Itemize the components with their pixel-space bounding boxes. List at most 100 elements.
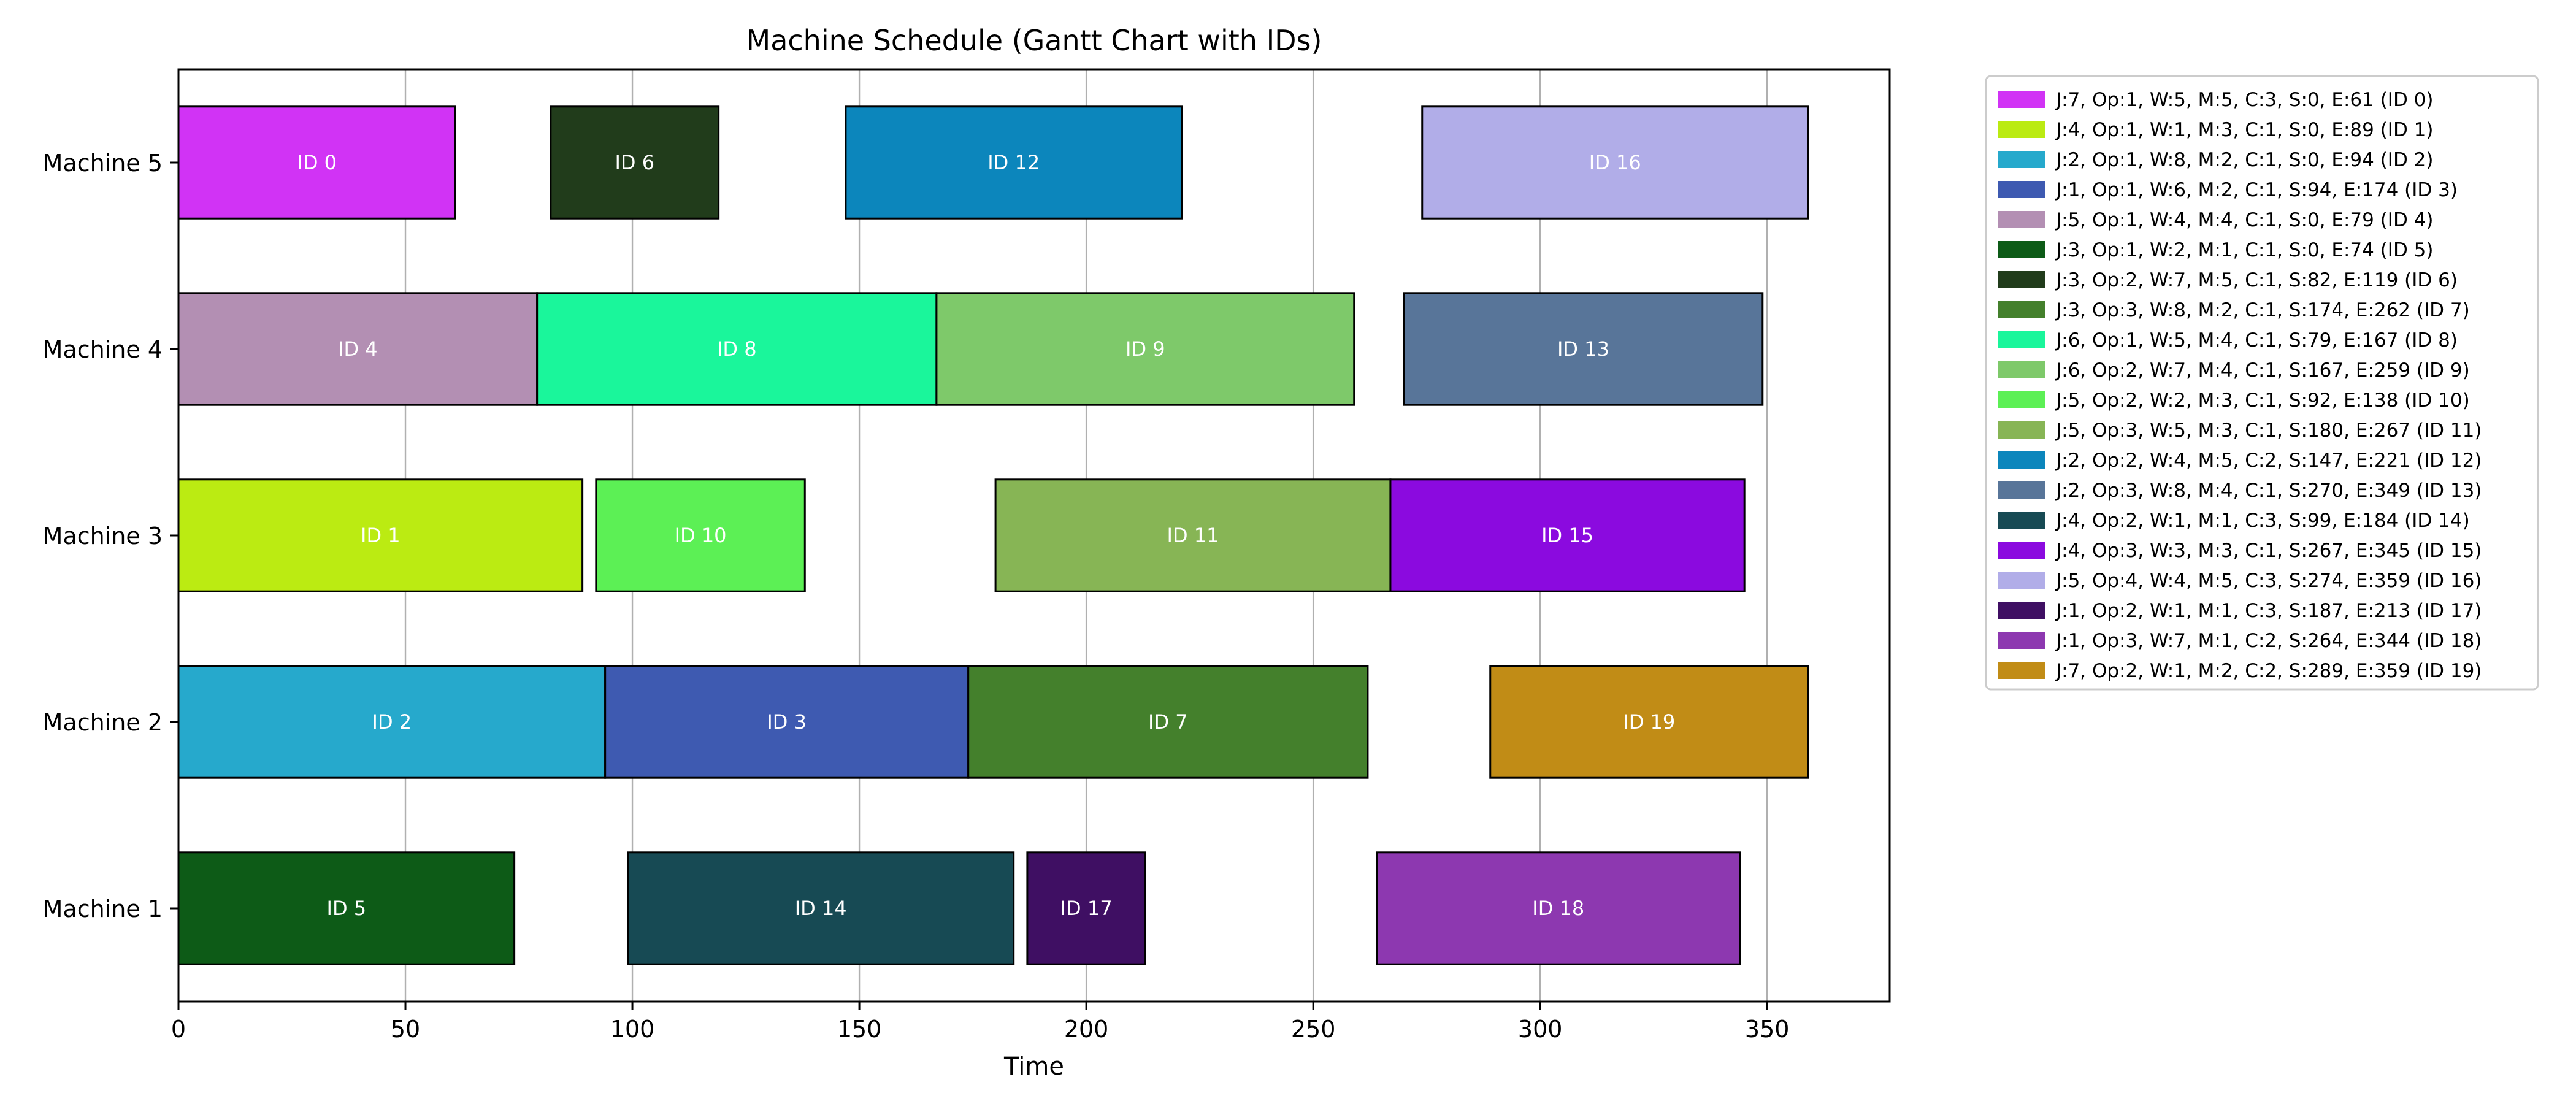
legend-swatch: [1998, 181, 2045, 198]
task-bar-label: ID 3: [767, 710, 807, 734]
x-tick-label: 200: [1064, 1016, 1109, 1043]
legend-entry: J:3, Op:2, W:7, M:5, C:1, S:82, E:119 (I…: [2055, 269, 2458, 291]
task-bar-label: ID 11: [1167, 524, 1219, 547]
legend-entry: J:5, Op:2, W:2, M:3, C:1, S:92, E:138 (I…: [2055, 389, 2470, 412]
task-bar-id-2: [177, 665, 607, 779]
legend-swatch: [1998, 361, 2045, 378]
task-bar-id-9: [935, 292, 1355, 406]
legend-swatch: [1998, 572, 2045, 589]
task-bar-id-17: [1026, 851, 1146, 965]
y-tick-label: Machine 1: [43, 895, 163, 922]
x-tick-label: 350: [1745, 1016, 1790, 1043]
legend-swatch: [1998, 271, 2045, 288]
task-bar-id-14: [627, 851, 1015, 965]
task-bar-id-1: [177, 478, 584, 592]
task-bar-id-8: [536, 292, 938, 406]
legend-entry: J:2, Op:1, W:8, M:2, C:1, S:0, E:94 (ID …: [2055, 149, 2434, 171]
legend-entry: J:5, Op:4, W:4, M:5, C:3, S:274, E:359 (…: [2055, 570, 2482, 592]
task-bar-label: ID 10: [675, 524, 727, 547]
legend-entry: J:4, Op:1, W:1, M:3, C:1, S:0, E:89 (ID …: [2055, 119, 2434, 141]
x-axis-label: Time: [1003, 1052, 1064, 1081]
legend-swatch: [1998, 451, 2045, 469]
y-tick-label: Machine 2: [43, 709, 163, 736]
legend-entry: J:3, Op:3, W:8, M:2, C:1, S:174, E:262 (…: [2055, 299, 2470, 321]
task-bar-label: ID 1: [361, 524, 401, 547]
legend-swatch: [1998, 91, 2045, 108]
legend-swatch: [1998, 421, 2045, 439]
legend: J:7, Op:1, W:5, M:5, C:3, S:0, E:61 (ID …: [1985, 75, 2539, 691]
x-tick-label: 100: [610, 1016, 655, 1043]
x-tick-label: 300: [1518, 1016, 1563, 1043]
legend-swatch: [1998, 662, 2045, 679]
task-bar-id-15: [1389, 478, 1746, 592]
legend-swatch: [1998, 602, 2045, 619]
task-bar-label: ID 14: [795, 897, 847, 920]
task-bar-id-3: [604, 665, 970, 779]
task-bar-id-7: [967, 665, 1369, 779]
y-tick-label: Machine 3: [43, 523, 163, 550]
legend-swatch: [1998, 542, 2045, 559]
x-tick-label: 150: [837, 1016, 882, 1043]
task-bar-label: ID 15: [1541, 524, 1593, 547]
x-axis: 0 50 100 150 200 250 300 350: [171, 1002, 1790, 1043]
legend-frame: [1985, 75, 2539, 691]
task-bar-label: ID 2: [372, 710, 412, 734]
legend-entry: J:6, Op:2, W:7, M:4, C:1, S:167, E:259 (…: [2055, 359, 2470, 381]
task-bar-id-10: [595, 478, 806, 592]
task-bar-label: ID 6: [615, 151, 654, 174]
legend-entry: J:2, Op:3, W:8, M:4, C:1, S:270, E:349 (…: [2055, 480, 2482, 502]
legend-entry: J:7, Op:2, W:1, M:2, C:2, S:289, E:359 (…: [2055, 660, 2482, 682]
legend-entry: J:1, Op:3, W:7, M:1, C:2, S:264, E:344 (…: [2055, 630, 2482, 652]
task-bar-id-11: [994, 478, 1392, 592]
task-bar-label: ID 16: [1589, 151, 1641, 174]
legend-entry: J:3, Op:1, W:2, M:1, C:1, S:0, E:74 (ID …: [2055, 239, 2434, 261]
y-tick-label: Machine 5: [43, 150, 163, 177]
legend-swatch: [1998, 481, 2045, 499]
task-bar-label: ID 12: [987, 151, 1040, 174]
legend-entry: J:4, Op:3, W:3, M:3, C:1, S:267, E:345 (…: [2055, 540, 2482, 562]
legend-entry: J:2, Op:2, W:4, M:5, C:2, S:147, E:221 (…: [2055, 450, 2482, 472]
legend-entry: J:1, Op:2, W:1, M:1, C:3, S:187, E:213 (…: [2055, 600, 2482, 622]
task-bar-label: ID 18: [1532, 897, 1584, 920]
task-bar-id-12: [845, 105, 1183, 220]
y-tick-label: Machine 4: [43, 336, 163, 363]
legend-swatch: [1998, 391, 2045, 408]
task-bar-label: ID 17: [1060, 897, 1113, 920]
legend-swatch: [1998, 331, 2045, 348]
legend-swatch: [1998, 211, 2045, 228]
task-bar-id-5: [177, 851, 516, 965]
task-bar-id-4: [177, 292, 539, 406]
y-axis: Machine 1 Machine 2 Machine 3 Machine 4 Mach…: [43, 150, 178, 922]
task-bar-label: ID 13: [1557, 337, 1609, 361]
legend-swatch: [1998, 241, 2045, 258]
task-bar-id-13: [1403, 292, 1764, 406]
task-bar-id-18: [1376, 851, 1741, 965]
legend-swatch: [1998, 121, 2045, 138]
task-bar-label: ID 5: [327, 897, 367, 920]
legend-entry: J:5, Op:3, W:5, M:3, C:1, S:180, E:267 (…: [2055, 420, 2482, 442]
legend-entry: J:7, Op:1, W:5, M:5, C:3, S:0, E:61 (ID …: [2055, 89, 2434, 111]
task-bar-label: ID 8: [717, 337, 757, 361]
legend-entry: J:5, Op:1, W:4, M:4, C:1, S:0, E:79 (ID …: [2055, 209, 2434, 231]
legend-entry: J:4, Op:2, W:1, M:1, C:3, S:99, E:184 (I…: [2055, 510, 2470, 532]
task-bar-label: ID 4: [338, 337, 378, 361]
x-tick-label: 50: [391, 1016, 420, 1043]
task-bar-label: ID 7: [1148, 710, 1188, 734]
x-tick-label: 250: [1291, 1016, 1336, 1043]
legend-entry: J:6, Op:1, W:5, M:4, C:1, S:79, E:167 (I…: [2055, 329, 2458, 351]
legend-swatch: [1998, 151, 2045, 168]
task-bar-label: ID 0: [297, 151, 337, 174]
legend-swatch: [1998, 301, 2045, 318]
legend-entry: J:1, Op:1, W:6, M:2, C:1, S:94, E:174 (I…: [2055, 179, 2458, 201]
task-bar-label: ID 19: [1623, 710, 1675, 734]
legend-swatch: [1998, 512, 2045, 529]
x-tick-label: 0: [171, 1016, 186, 1043]
task-bars: ID 0 ID 1 ID 2 ID 3 ID 4 ID 5 ID 6 ID 7 ID 8 ID 9…: [177, 105, 1809, 965]
chart-title: Machine Schedule (Gantt Chart with IDs): [746, 24, 1322, 57]
task-bar-id-19: [1489, 665, 1809, 779]
task-bar-id-6: [550, 105, 720, 220]
task-bar-id-16: [1421, 105, 1809, 220]
legend-swatch: [1998, 632, 2045, 649]
task-bar-label: ID 9: [1125, 337, 1165, 361]
